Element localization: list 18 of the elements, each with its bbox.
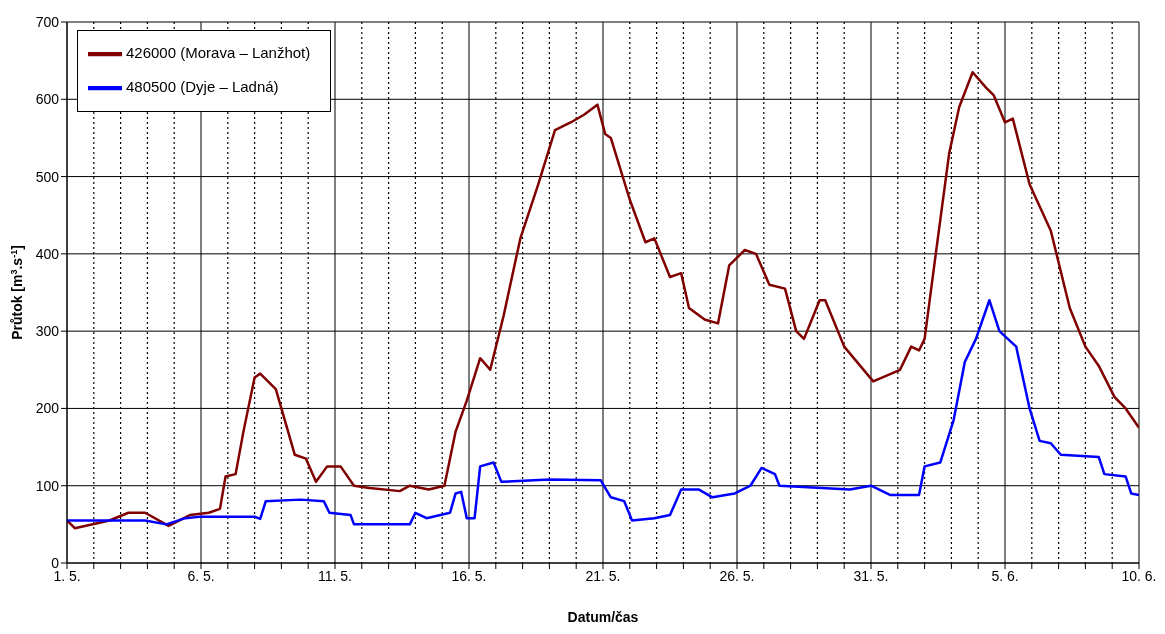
x-tick-label: 31. 5.	[853, 567, 889, 584]
x-axis-title: Datum/čas	[567, 609, 639, 625]
y-tick-label: 500	[35, 168, 60, 185]
y-tick-label: 200	[35, 400, 60, 417]
legend-label: 480500 (Dyje – Ladná)	[126, 77, 279, 95]
x-tick-label: 5. 6.	[991, 567, 1019, 584]
y-tick-label: 100	[35, 477, 60, 494]
x-tick-label: 10. 6.	[1121, 567, 1157, 584]
x-tick-label: 11. 5.	[318, 567, 352, 584]
y-tick-label: 700	[35, 13, 60, 30]
x-tick-label: 26. 5.	[719, 567, 755, 584]
x-tick-label: 16. 5.	[451, 567, 487, 584]
y-tick-label: 300	[35, 323, 60, 340]
y-tick-label: 400	[35, 245, 60, 262]
legend-label: 426000 (Morava – Lanžhot)	[126, 43, 311, 61]
x-tick-label: 6. 5.	[187, 567, 215, 584]
x-tick-label: 21. 5.	[585, 567, 621, 584]
y-tick-label: 600	[35, 91, 60, 108]
